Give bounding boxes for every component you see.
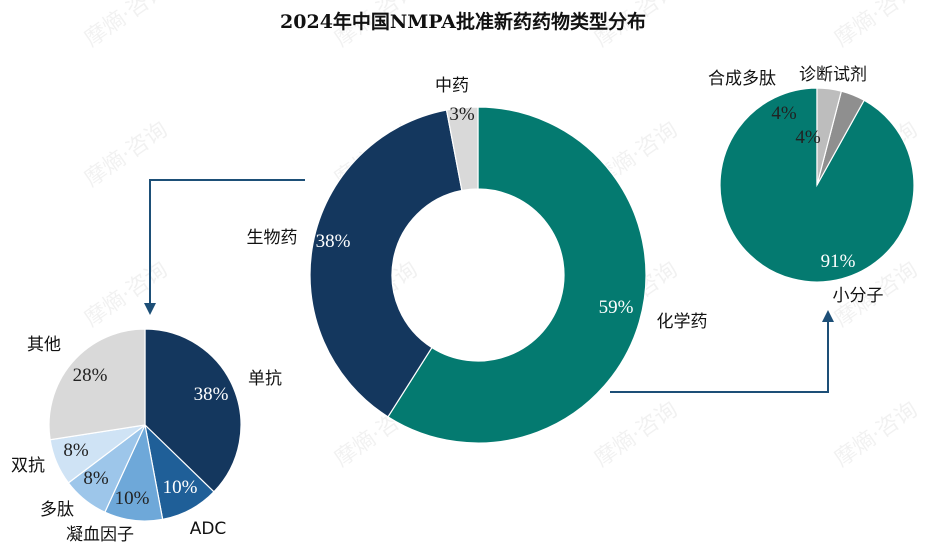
slice-main-0 (387, 106, 647, 444)
pie-chart-biologics: 38% 10% 10% 8% 8% 28% 单抗 ADC 凝血因子 多肽 双抗 其他 (11, 328, 282, 545)
watermark-text: 摩熵·咨询 (830, 0, 922, 52)
watermark-text: 摩熵·咨询 (80, 257, 172, 332)
slice-biologics-5 (48, 328, 146, 441)
category-label-biologics-1: ADC (190, 519, 227, 539)
data-label-main-0: 59% (599, 297, 634, 318)
data-label-main-1: 38% (316, 231, 351, 252)
connector-arrows (144, 179, 834, 393)
category-label-chemical-2: 诊断试剂 (799, 65, 867, 85)
category-label-biologics-5: 其他 (27, 335, 61, 355)
data-label-biologics-0: 38% (194, 384, 229, 405)
watermark-text: 摩熵·咨询 (590, 397, 682, 472)
chart-title: 2024年中国NMPA批准新药药物类型分布 (280, 10, 646, 33)
arrow-to-biologics (149, 179, 305, 305)
slice-main-2 (445, 106, 479, 192)
arrow-to-chemical (610, 320, 829, 393)
data-label-biologics-5: 28% (73, 365, 108, 386)
data-label-biologics-4: 8% (63, 440, 89, 461)
category-label-biologics-3: 多肽 (40, 500, 74, 520)
category-label-main-0: 化学药 (657, 312, 708, 332)
data-label-chemical-1: 4% (795, 127, 821, 148)
slice-main-1 (309, 109, 463, 418)
data-label-main-2: 3% (449, 104, 475, 125)
data-label-biologics-1: 10% (163, 477, 198, 498)
donut-chart-drug-types: 59% 38% 3% 化学药 生物药 中药 (247, 76, 708, 444)
arrow-head-chemical (822, 310, 834, 322)
watermark-text: 摩熵·咨询 (80, 0, 172, 52)
data-label-chemical-2: 4% (771, 103, 797, 124)
arrow-head-biologics (144, 303, 156, 315)
watermark-text: 摩熵·咨询 (830, 397, 922, 472)
category-label-biologics-0: 单抗 (248, 369, 282, 389)
category-label-biologics-2: 凝血因子 (66, 525, 134, 545)
data-label-biologics-3: 8% (83, 468, 109, 489)
category-label-biologics-4: 双抗 (11, 456, 45, 476)
pie-chart-chemical: 91% 4% 4% 小分子 合成多肽 诊断试剂 (708, 65, 915, 306)
category-label-chemical-1: 合成多肽 (708, 69, 776, 89)
category-label-main-2: 中药 (435, 76, 469, 96)
slice-chemical-2 (816, 87, 843, 186)
data-label-chemical-0: 91% (821, 251, 856, 272)
data-label-biologics-2: 10% (115, 488, 150, 509)
category-label-chemical-0: 小分子 (833, 286, 884, 306)
slice-biologics-0 (144, 328, 242, 493)
category-label-main-1: 生物药 (247, 228, 298, 248)
